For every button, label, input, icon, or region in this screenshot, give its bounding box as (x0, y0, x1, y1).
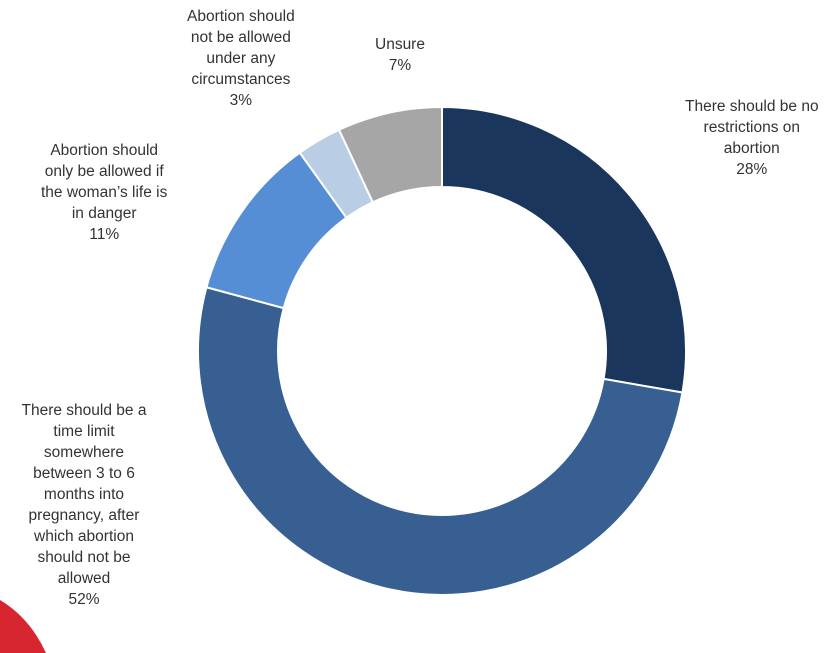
slice-label-text: between 3 to 6 (33, 465, 135, 482)
corner-decoration (0, 600, 46, 653)
slice-label-text: which abortion (34, 528, 134, 545)
slice-label-text: There should be a (21, 402, 147, 419)
slice-label-text: not be allowed (190, 29, 291, 46)
donut-slices (196, 105, 687, 596)
slice-label-text: Unsure (375, 36, 425, 53)
slice-label-text: should not be (37, 549, 131, 566)
slice-label: There should be no restrictions on abortio… (685, 96, 819, 180)
slice-label-text: months into (43, 486, 125, 503)
slice-value-label: 28% (736, 161, 768, 178)
slice-label-text: somewhere (43, 444, 125, 461)
slice-value-label: 11% (89, 226, 120, 243)
slice-label-text: Abortion should (187, 8, 295, 25)
slice-label-text: only be allowed if (44, 163, 164, 180)
slice-label: Abortion should only be allowed if the wom… (41, 140, 167, 245)
donut-slice (196, 286, 684, 596)
slice-label-text: restrictions on (703, 119, 801, 136)
slice-label-text: time limit (53, 423, 115, 440)
slice-value-label: 3% (229, 92, 253, 109)
slice-label-text: under any (206, 50, 276, 67)
slice-label-text: the woman’s life is (41, 184, 168, 201)
slice-label-text: There should be no (685, 98, 819, 115)
slice-label: Abortion should not be allowed under any ci… (187, 6, 295, 111)
slice-value-label: 52% (68, 591, 100, 608)
donut-slice (337, 105, 443, 204)
slice-label-text: Abortion should (50, 142, 159, 159)
slice-label: Unsure 7% (375, 34, 425, 76)
slice-label-text: circumstances (191, 71, 291, 88)
donut-slice (441, 105, 687, 394)
slice-label: There should be a time limit somewhere betw… (22, 400, 147, 610)
slice-label-text: pregnancy, after (28, 507, 140, 524)
slice-label-text: allowed (57, 570, 111, 587)
slice-value-label: 7% (388, 57, 412, 74)
slice-label-text: abortion (723, 140, 780, 157)
slice-label-text: in danger (71, 205, 137, 222)
